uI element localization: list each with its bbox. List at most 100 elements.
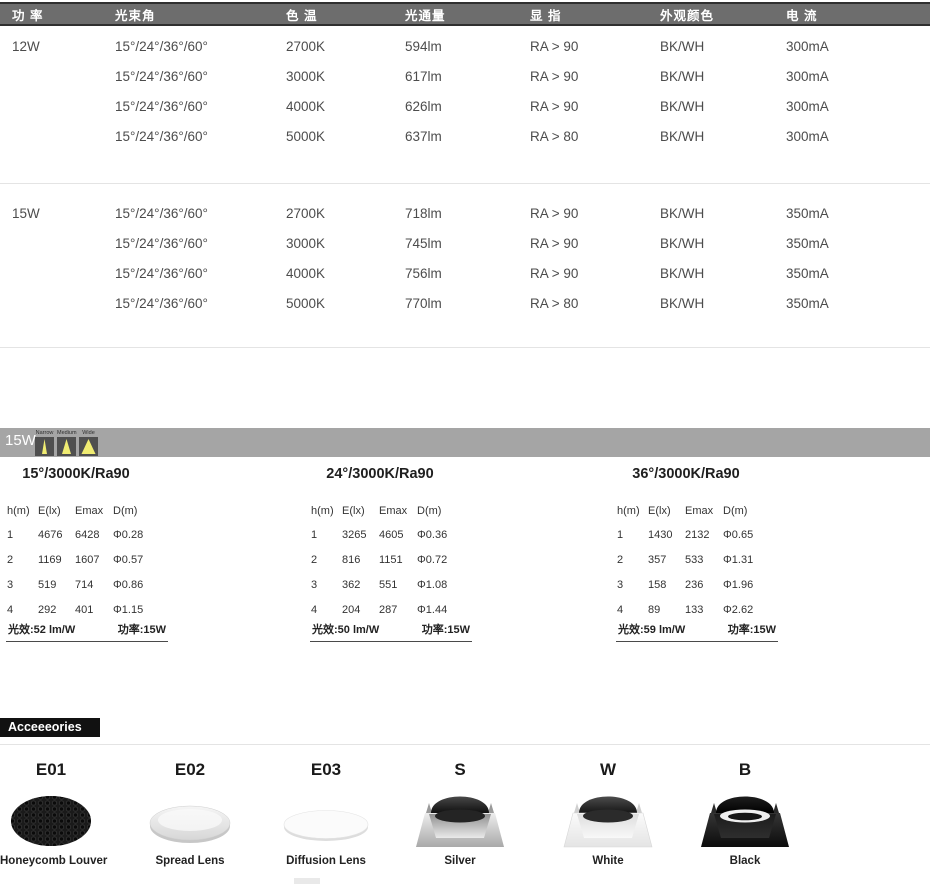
flux-cell: 637lm: [405, 129, 442, 144]
beam-cell: 15°/24°/36°/60°: [115, 206, 208, 221]
narrow-beam-icon: [35, 437, 54, 456]
page-edge-tab: [294, 878, 320, 884]
flux-cell: 756lm: [405, 266, 442, 281]
power-cell: 12W: [12, 39, 40, 54]
accessory-code: E02: [174, 760, 206, 779]
accessory-name: Spread Lens: [155, 855, 225, 867]
cct-cell: 5000K: [286, 296, 326, 311]
accessory-black: B Black: [694, 755, 796, 880]
photometric-header: h(m) E(lx) Emax D(m): [311, 505, 442, 517]
accessory-name: Silver: [444, 855, 476, 867]
beam-cell: 15°/24°/36°/60°: [115, 99, 208, 114]
spec-table-header: 功 率 光束角 色 温 光通量 显 指 外观颜色 电 流: [0, 2, 930, 26]
spec-group-15w: 15W 15°/24°/36°/60° 2700K 718lm RA > 90 …: [0, 199, 930, 319]
finish-cell: BK/WH: [660, 129, 705, 144]
table-row: 2 816 1151 Φ0.72: [311, 554, 448, 566]
accessory-white: W White: [557, 755, 659, 880]
col-header-flux: 光通量: [405, 8, 446, 23]
accessory-e03: E03 Diffusion Lens: [275, 755, 377, 880]
table-row: 15°/24°/36°/60° 3000K 617lm RA > 90 BK/W…: [0, 62, 930, 92]
beam-label: Narrow: [35, 430, 54, 436]
finish-cell: BK/WH: [660, 39, 705, 54]
current-cell: 350mA: [786, 266, 829, 281]
black-trim-icon: [694, 777, 796, 855]
beam-cell: 15°/24°/36°/60°: [115, 266, 208, 281]
medium-beam-icon: [57, 437, 76, 456]
table-row: 4 292 401 Φ1.15: [7, 604, 144, 616]
flux-cell: 745lm: [405, 236, 442, 251]
table-row: 2 357 533 Φ1.31: [617, 554, 754, 566]
band-power-label: 15W: [5, 432, 36, 449]
flux-cell: 594lm: [405, 39, 442, 54]
current-cell: 350mA: [786, 206, 829, 221]
beam-band: 15W Narrow Medium Wide: [0, 428, 930, 457]
table-row: 3 362 551 Φ1.08: [311, 579, 448, 591]
efficacy-value: 光效:52 lm/W: [8, 624, 76, 636]
table-row: 15°/24°/36°/60° 5000K 770lm RA > 80 BK/W…: [0, 289, 930, 319]
cct-cell: 3000K: [286, 69, 326, 84]
photometric-footer: 光效:52 lm/W 功率:15W: [6, 623, 168, 642]
section-divider: [0, 347, 930, 348]
silver-trim-icon: [409, 777, 511, 855]
current-cell: 300mA: [786, 99, 829, 114]
finish-cell: BK/WH: [660, 236, 705, 251]
beam-cell: 15°/24°/36°/60°: [115, 69, 208, 84]
accessory-e01: E01 Honeycomb Louver: [0, 755, 108, 880]
col-header-power: 功 率: [12, 8, 44, 23]
group-divider: [0, 183, 930, 184]
cri-cell: RA > 90: [530, 236, 579, 251]
white-trim-icon: [557, 777, 659, 855]
current-cell: 300mA: [786, 129, 829, 144]
photometric-footer: 光效:59 lm/W 功率:15W: [616, 623, 778, 642]
spread-lens-icon: [139, 777, 241, 855]
photometric-title: 36°/3000K/Ra90: [632, 466, 740, 482]
finish-cell: BK/WH: [660, 69, 705, 84]
table-row: 12W 15°/24°/36°/60° 2700K 594lm RA > 90 …: [0, 32, 930, 62]
finish-cell: BK/WH: [660, 99, 705, 114]
accessory-code: S: [454, 760, 466, 779]
table-row: 4 204 287 Φ1.44: [311, 604, 448, 616]
power-value: 功率:15W: [727, 624, 776, 636]
table-row: 1 1430 2132 Φ0.65: [617, 529, 754, 541]
honeycomb-louver-icon: [0, 777, 102, 855]
power-cell: 15W: [12, 206, 40, 221]
accessory-name: White: [592, 855, 624, 867]
col-header-current: 电 流: [786, 8, 818, 23]
col-header-cri: 显 指: [530, 8, 562, 23]
accessory-name: Diffusion Lens: [286, 855, 366, 867]
accessory-code: E01: [35, 760, 67, 779]
beam-cell: 15°/24°/36°/60°: [115, 236, 208, 251]
photometric-footer: 光效:50 lm/W 功率:15W: [310, 623, 472, 642]
beam-option-medium: Medium: [57, 429, 77, 456]
current-cell: 350mA: [786, 296, 829, 311]
photometric-header: h(m) E(lx) Emax D(m): [7, 505, 138, 517]
cri-cell: RA > 80: [530, 296, 579, 311]
cct-cell: 2700K: [286, 206, 326, 221]
beam-label: Wide: [82, 430, 95, 436]
photometric-title: 15°/3000K/Ra90: [22, 466, 130, 482]
table-row: 15°/24°/36°/60° 3000K 745lm RA > 90 BK/W…: [0, 229, 930, 259]
cri-cell: RA > 90: [530, 206, 579, 221]
flux-cell: 626lm: [405, 99, 442, 114]
col-header-cct: 色 温: [286, 8, 318, 23]
flux-cell: 770lm: [405, 296, 442, 311]
efficacy-value: 光效:59 lm/W: [618, 624, 686, 636]
finish-cell: BK/WH: [660, 266, 705, 281]
finish-cell: BK/WH: [660, 296, 705, 311]
flux-cell: 718lm: [405, 206, 442, 221]
col-header-beam-angle: 光束角: [115, 8, 156, 23]
accessories-divider: [0, 744, 930, 745]
photometric-title: 24°/3000K/Ra90: [326, 466, 434, 482]
accessories-title: Acceeeories: [0, 718, 100, 737]
diffusion-lens-icon: [275, 777, 377, 855]
beam-option-narrow: Narrow: [35, 429, 54, 456]
cct-cell: 4000K: [286, 266, 326, 281]
table-row: 1 4676 6428 Φ0.28: [7, 529, 144, 541]
accessory-name: Honeycomb Louver: [0, 855, 108, 867]
cri-cell: RA > 90: [530, 39, 579, 54]
accessory-silver: S Silver: [409, 755, 511, 880]
table-row: 15°/24°/36°/60° 4000K 756lm RA > 90 BK/W…: [0, 259, 930, 289]
power-value: 功率:15W: [421, 624, 470, 636]
flux-cell: 617lm: [405, 69, 442, 84]
